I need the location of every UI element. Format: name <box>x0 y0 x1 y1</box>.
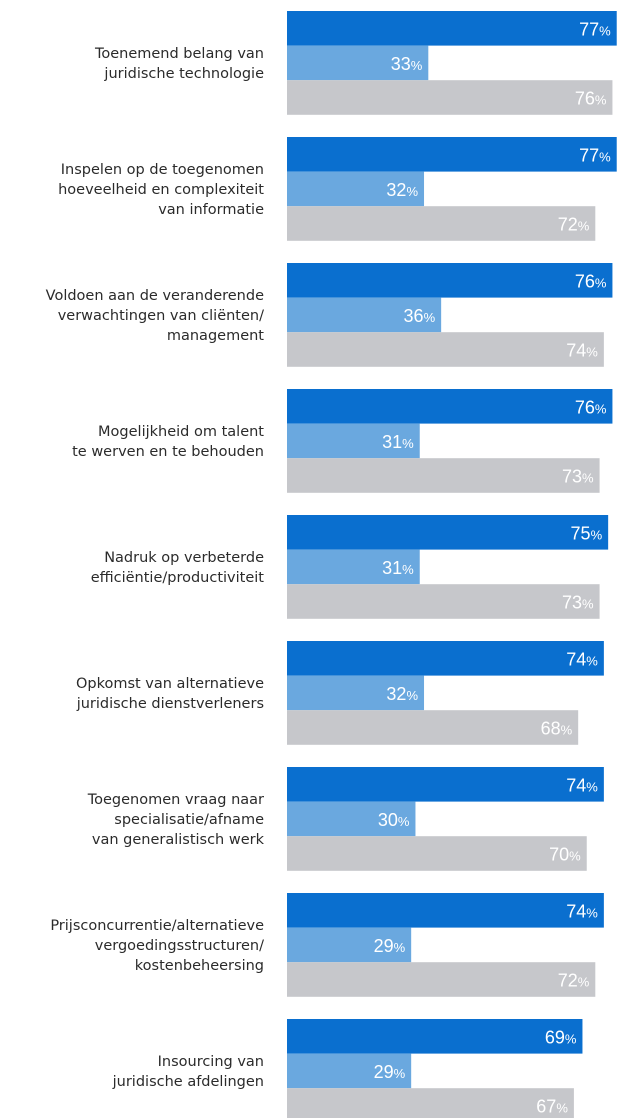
bar <box>287 962 596 997</box>
value-label: 68% <box>541 719 573 739</box>
bar <box>287 1088 574 1118</box>
value-label: 29% <box>374 1062 406 1082</box>
value-label: 74% <box>566 775 598 795</box>
category-label: Mogelijkheid om talent te werven en te be… <box>72 424 264 460</box>
category-label: Insourcing van juridische afdelingen <box>112 1054 264 1090</box>
value-label: 74% <box>566 901 598 921</box>
bar <box>287 515 609 550</box>
value-label: 69% <box>545 1027 577 1047</box>
value-label: 72% <box>558 215 590 235</box>
bar <box>287 549 420 585</box>
bar <box>287 641 604 676</box>
value-label: 30% <box>378 810 410 830</box>
category-label: Voldoen aan de veranderende verwachtingen… <box>46 288 265 344</box>
bar <box>287 332 604 367</box>
bar <box>287 801 416 837</box>
category-label: Toegenomen vraag naar specialisatie/afnam… <box>87 792 265 848</box>
value-label: 31% <box>382 558 414 578</box>
value-label: 72% <box>558 971 590 991</box>
bar <box>287 584 600 619</box>
bar <box>287 1019 583 1054</box>
bar <box>287 263 613 298</box>
value-label: 76% <box>575 89 607 109</box>
bar <box>287 675 425 711</box>
value-label: 76% <box>575 397 607 417</box>
value-label: 77% <box>579 145 611 165</box>
bar <box>287 927 412 963</box>
category-label: Nadruk op verbeterde efficiëntie/producti… <box>91 550 265 586</box>
category-label: Inspelen op de toegenomen hoeveelheid en … <box>58 162 264 218</box>
bar <box>287 767 604 802</box>
bar <box>287 206 596 241</box>
value-label: 77% <box>579 19 611 39</box>
bar <box>287 80 613 115</box>
value-label: 31% <box>382 432 414 452</box>
bar <box>287 836 587 871</box>
value-label: 33% <box>391 54 423 74</box>
bar <box>287 137 617 172</box>
value-label: 36% <box>404 306 436 326</box>
value-label: 32% <box>386 684 418 704</box>
category-label: Prijsconcurrentie/alternatieve vergoeding… <box>50 918 264 974</box>
value-label: 67% <box>536 1097 568 1117</box>
bar <box>287 1053 412 1089</box>
category-label: Opkomst van alternatieve juridische diens… <box>76 676 264 712</box>
value-label: 73% <box>562 593 594 613</box>
bar <box>287 423 420 459</box>
value-label: 70% <box>549 845 581 865</box>
value-label: 76% <box>575 271 607 291</box>
value-label: 73% <box>562 467 594 487</box>
value-label: 29% <box>374 936 406 956</box>
bar <box>287 11 617 46</box>
bar <box>287 710 579 745</box>
value-label: 74% <box>566 341 598 361</box>
bar <box>287 297 442 333</box>
bar <box>287 458 600 493</box>
category-label: Toenemend belang van juridische technolog… <box>94 46 264 82</box>
bar <box>287 893 604 928</box>
bar <box>287 171 425 207</box>
bar <box>287 45 429 81</box>
value-label: 32% <box>386 180 418 200</box>
value-label: 74% <box>566 649 598 669</box>
value-label: 75% <box>571 523 603 543</box>
bar <box>287 389 613 424</box>
